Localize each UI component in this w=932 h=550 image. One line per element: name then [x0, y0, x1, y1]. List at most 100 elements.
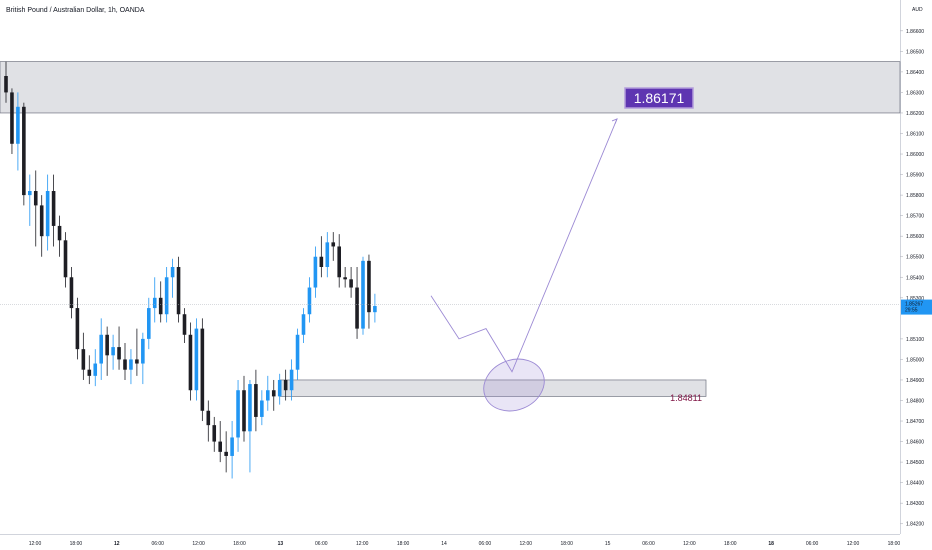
x-tick-label: 18:00 — [70, 541, 83, 547]
x-tick-label: 18:00 — [724, 541, 737, 547]
projection-arrowhead — [611, 118, 618, 125]
y-tick-label: 1.85900 — [906, 173, 924, 179]
candle-body — [349, 279, 353, 288]
x-tick-label: 12:00 — [520, 541, 533, 547]
candle-body — [111, 347, 115, 356]
candle-body — [87, 369, 92, 376]
candle-body — [10, 92, 14, 144]
x-tick-label: 06:00 — [151, 541, 164, 547]
x-tick-label: 14 — [441, 541, 447, 547]
candle-body — [343, 277, 347, 280]
candle-body — [313, 256, 318, 288]
x-tick-label: 12:00 — [847, 541, 860, 547]
candle-body — [355, 287, 359, 329]
y-tick-label: 1.84800 — [906, 399, 924, 405]
candle-body — [194, 328, 199, 391]
candle-body — [51, 191, 56, 226]
y-tick-label: 1.85400 — [906, 275, 924, 281]
candle-body — [117, 347, 121, 360]
y-tick-label: 1.85300 — [906, 296, 924, 302]
y-tick-label: 1.84900 — [906, 378, 924, 384]
candle-body — [236, 390, 240, 438]
candle-body — [319, 256, 324, 267]
candle-body — [4, 75, 8, 93]
resistance-zone — [0, 61, 901, 114]
candle-body — [28, 191, 32, 196]
candle-body — [361, 260, 365, 329]
candle-body — [182, 314, 187, 335]
y-tick-label: 1.86100 — [906, 132, 924, 138]
candle-body — [188, 334, 193, 391]
candle-body — [325, 242, 330, 267]
target-price-label: 1.86171 — [634, 90, 685, 106]
candle-body — [16, 106, 20, 144]
candle-body — [254, 384, 258, 417]
candle-body — [129, 359, 133, 370]
target-area-ellipse — [483, 358, 545, 412]
candle-body — [147, 308, 151, 339]
chart-title: British Pound / Australian Dollar, 1h, O… — [6, 7, 145, 14]
x-tick-label: 18:00 — [560, 541, 573, 547]
y-tick-label: 1.84600 — [906, 440, 924, 446]
x-tick-label: 06:00 — [806, 541, 819, 547]
candle-body — [176, 267, 181, 315]
y-tick-label: 1.85500 — [906, 255, 924, 261]
x-tick-label: 12 — [114, 541, 120, 547]
candle-body — [230, 437, 234, 456]
y-tick-label: 1.84500 — [906, 460, 924, 466]
y-tick-label: 1.86600 — [906, 29, 924, 35]
y-tick-label: 1.84200 — [906, 522, 924, 528]
candle-body — [141, 338, 145, 364]
candle-body — [283, 379, 288, 391]
candle-body — [266, 390, 270, 401]
y-tick-label: 1.85800 — [906, 193, 924, 199]
candle-body — [331, 242, 336, 247]
x-tick-label: 18 — [768, 541, 774, 547]
y-tick-label: 1.85700 — [906, 214, 924, 220]
x-tick-label: 12:00 — [192, 541, 205, 547]
candle-body — [158, 297, 163, 315]
candle-body — [164, 277, 169, 315]
candle-body — [248, 384, 252, 432]
candle-body — [57, 225, 62, 241]
candle-body — [307, 287, 312, 315]
x-tick-label: 18:00 — [397, 541, 410, 547]
x-tick-label: 12:00 — [683, 541, 696, 547]
x-tick-label: 18:00 — [888, 541, 901, 547]
y-tick-label: 1.84300 — [906, 501, 924, 507]
target-price-badge — [624, 87, 694, 109]
x-tick-label: 15 — [605, 541, 611, 547]
candle-body — [99, 334, 103, 364]
current-price-label: 1.85267 — [905, 302, 923, 308]
candle-body — [206, 410, 211, 426]
candle-body — [93, 363, 98, 376]
x-tick-label: 13 — [278, 541, 284, 547]
y-tick-label: 1.84700 — [906, 419, 924, 425]
projection-path — [430, 118, 618, 373]
candle-body — [277, 379, 282, 397]
candle-body — [301, 314, 306, 335]
candle-body — [337, 246, 341, 278]
candle-body — [289, 369, 294, 391]
support-zone-price-label: 1.84811 — [670, 393, 702, 403]
x-tick-label: 06:00 — [479, 541, 492, 547]
candle-body — [218, 441, 222, 452]
y-tick-label: 1.84400 — [906, 481, 924, 487]
candle-body — [39, 205, 44, 237]
bar-countdown-label: 29:55 — [905, 308, 918, 314]
x-tick-label: 12:00 — [356, 541, 369, 547]
y-tick-label: 1.86500 — [906, 49, 924, 55]
candle-body — [152, 297, 157, 309]
candle-body — [224, 451, 228, 456]
candle-body — [135, 359, 139, 364]
current-price-badge — [901, 299, 932, 315]
candle-body — [242, 390, 246, 432]
candle-body — [33, 191, 38, 206]
y-tick-label: 1.85100 — [906, 337, 924, 343]
candle-body — [271, 390, 276, 397]
y-tick-label: 1.86000 — [906, 152, 924, 158]
candle-body — [105, 334, 109, 356]
candle-body — [45, 191, 50, 237]
currency-unit-label: AUD — [912, 7, 923, 13]
